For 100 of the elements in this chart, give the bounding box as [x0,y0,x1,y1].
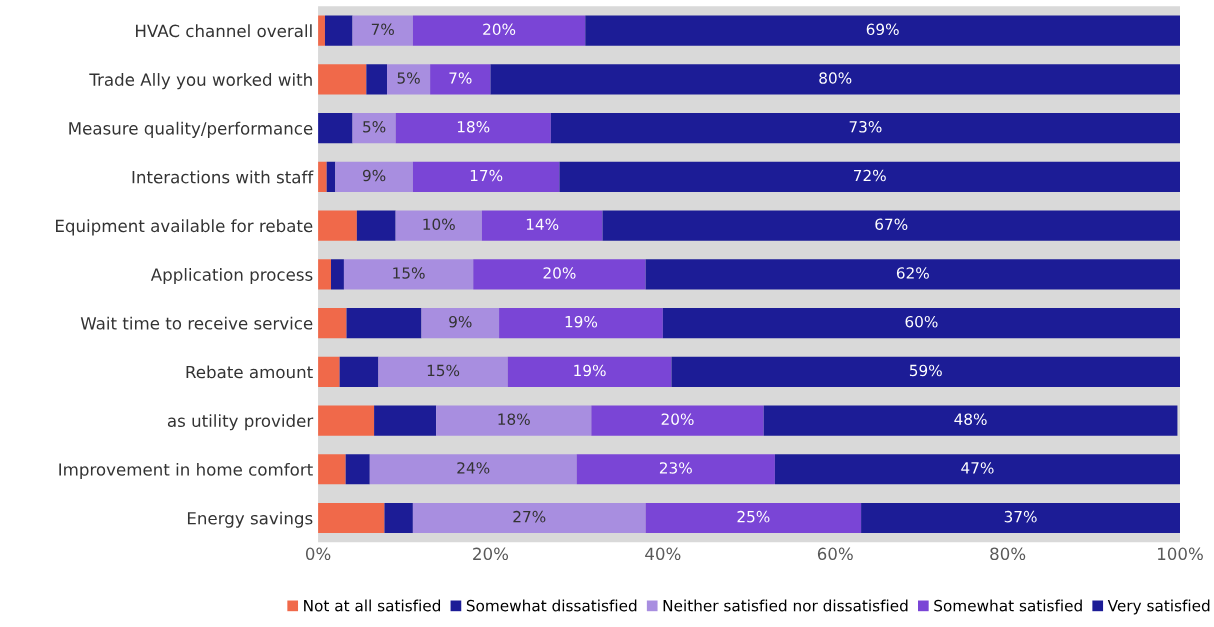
data-label: 19% [565,315,598,328]
data-label: 5% [397,72,420,84]
bar [662,307,1181,339]
bar [490,64,1181,95]
bar [395,210,482,241]
data-label: 25% [737,510,770,523]
bar [318,113,353,144]
data-label: 20% [661,413,694,425]
bar [763,405,1178,436]
y-tick-label: Interactions with staff [132,170,314,184]
y-tick-label: Trade Ally you worked with [89,73,312,90]
bar [395,113,551,144]
bar [473,259,646,290]
y-tick-label: Rebate amount [186,365,313,379]
data-label: 23% [659,462,692,474]
bar [550,113,1181,144]
bar [384,502,413,534]
bar [645,259,1181,290]
legend-label: Somewhat satisfied [934,599,1082,612]
bar [318,502,385,534]
bar [346,307,422,339]
bar [430,64,491,95]
x-tick-label: 20% [473,547,509,561]
data-label: 24% [457,462,490,474]
bar [318,307,347,339]
data-label: 18% [498,413,530,425]
bar [318,405,375,436]
data-label: 47% [961,462,994,474]
y-tick-label: Energy savings [187,511,313,528]
legend-label: Very satisfied [1107,599,1210,615]
bar [343,259,474,290]
bar [331,259,344,290]
data-label: 80% [819,72,852,84]
data-label: 9% [362,169,386,182]
bar [356,210,396,241]
bar [861,502,1181,534]
data-label: 62% [896,267,929,279]
bar [591,405,764,436]
bar [387,64,431,95]
bar [421,307,500,339]
bar [369,454,577,485]
bar [645,502,862,534]
data-label: 59% [909,364,942,377]
bar [374,405,437,436]
y-tick-label: HVAC channel overall [136,24,312,38]
data-label: 5% [363,120,386,133]
data-label: 19% [574,364,606,377]
bar [352,15,413,46]
legend-label: Somewhat dissatisfied [466,599,637,612]
bar [499,307,663,339]
data-label: 18% [457,120,490,133]
bar [345,454,370,485]
data-label: 15% [393,267,425,279]
x-tick-label: 0% [305,547,331,561]
bar [324,15,353,46]
legend-label: Neither satisfied nor dissatisfied [663,599,908,612]
bar [585,15,1181,46]
data-label: 7% [371,23,394,36]
data-label: 72% [853,169,886,182]
data-label: 60% [905,315,938,328]
legend-label: Not at all satisfied [304,599,441,612]
data-label: 73% [849,120,882,133]
bar [326,161,336,192]
y-tick-label: Wait time to receive service [80,316,313,330]
data-label: 20% [483,23,516,36]
y-tick-label: Measure quality/performance [69,121,313,138]
data-label: 9% [449,315,472,328]
data-label: 69% [866,23,899,36]
bar [318,64,367,95]
bar [576,454,775,485]
y-tick-label: as utility provider [167,414,314,431]
bar [602,210,1181,241]
bar [412,15,586,46]
data-label: 10% [423,218,455,231]
x-tick-label: 60% [817,547,853,561]
bar [559,161,1181,192]
bar [318,259,331,290]
x-tick-label: 100% [1158,547,1203,561]
bar [335,161,413,192]
y-tick-label: Equipment available for rebate [56,219,313,236]
bar [481,210,603,241]
bar [671,356,1181,387]
bar [352,113,396,144]
bar [318,210,357,241]
y-tick-label: Improvement in home comfort [59,462,313,480]
bar [318,161,327,192]
data-label: 7% [449,72,472,84]
bar [366,64,388,95]
bar [339,356,379,387]
bar [378,356,508,387]
data-label: 14% [526,218,559,231]
data-label: 20% [543,267,576,279]
bar [318,454,346,485]
bar [507,356,672,387]
data-label: 27% [513,510,546,523]
bar [412,161,560,192]
data-label: 48% [954,413,987,425]
y-tick-label: Application process [150,267,313,285]
x-tick-label: 80% [990,547,1026,561]
bar [436,405,592,436]
